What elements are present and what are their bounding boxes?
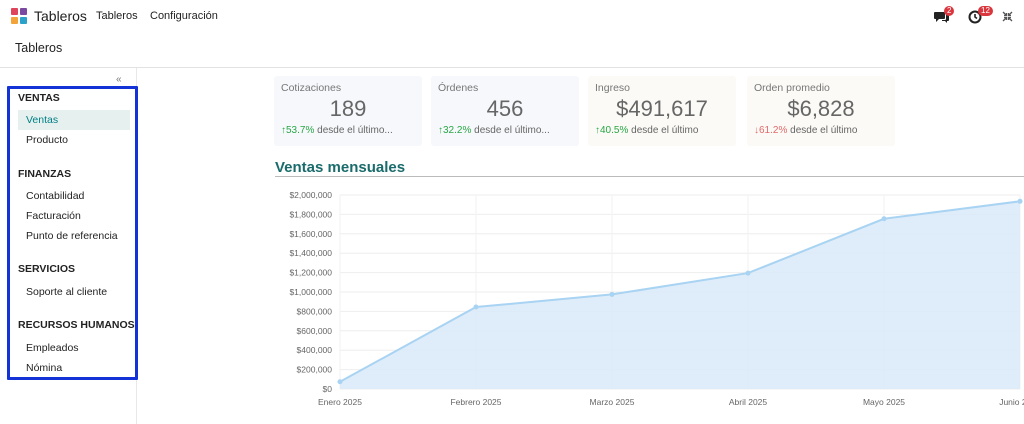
arrow-up-icon: ↑ — [281, 125, 286, 136]
y-tick-label: $1,000,000 — [289, 287, 332, 297]
y-tick-label: $0 — [323, 384, 333, 394]
sidebar-item-empleados[interactable]: Empleados — [26, 342, 79, 354]
menu-configuracion[interactable]: Configuración — [150, 10, 218, 22]
kpi-label: Cotizaciones — [281, 82, 342, 94]
data-point — [1017, 198, 1023, 204]
activities-badge: 12 — [978, 6, 993, 16]
kpi-card-ordenes[interactable]: Órdenes 456 ↑32.2% desde el último... — [431, 76, 579, 146]
sidebar-item-nomina[interactable]: Nómina — [26, 362, 63, 374]
data-point — [609, 291, 615, 297]
chart-title-divider — [275, 176, 1024, 177]
arrow-up-icon: ↑ — [595, 125, 600, 136]
sidebar: « VENTAS Ventas Producto FINANZAS Contab… — [0, 68, 138, 424]
kpi-trend-percent: 61.2% — [759, 125, 788, 136]
section-title-servicios: SERVICIOS — [18, 263, 75, 275]
compress-icon — [1002, 11, 1013, 22]
y-tick-label: $600,000 — [297, 326, 333, 336]
data-point — [745, 270, 751, 276]
collapse-fullscreen-button[interactable] — [1002, 7, 1014, 25]
data-point — [473, 304, 479, 310]
chart-title: Ventas mensuales — [275, 159, 406, 176]
kpi-label: Órdenes — [438, 82, 479, 94]
section-title-ventas: VENTAS — [18, 92, 60, 104]
kpi-value: 456 — [486, 96, 524, 121]
kpi-label: Orden promedio — [754, 82, 830, 94]
top-navbar: Tableros Tableros Configuración 2 12 — [0, 0, 1024, 32]
sidebar-item-contabilidad[interactable]: Contabilidad — [26, 190, 85, 202]
x-tick-label: Abril 2025 — [729, 397, 768, 407]
sidebar-collapse-icon[interactable]: « — [116, 74, 122, 85]
series-area — [340, 201, 1020, 389]
kpi-card-orden-promedio[interactable]: Orden promedio $6,828 ↓61.2% desde el úl… — [747, 76, 895, 146]
activities-button[interactable]: 12 — [968, 6, 993, 25]
kpi-trend-percent: 32.2% — [443, 125, 472, 136]
x-tick-label: Enero 2025 — [318, 397, 362, 407]
section-title-recursos-humanos: RECURSOS HUMANOS — [18, 319, 135, 331]
kpi-card-cotizaciones[interactable]: Cotizaciones 189 ↑53.7% desde el último.… — [274, 76, 422, 146]
kpi-value: $491,617 — [616, 96, 708, 121]
y-tick-label: $2,000,000 — [289, 190, 332, 200]
control-panel: Tableros — [0, 32, 1024, 68]
sidebar-item-ventas[interactable]: Ventas — [18, 110, 130, 130]
data-point — [881, 216, 887, 222]
y-tick-label: $1,400,000 — [289, 248, 332, 258]
kpi-trend: ↑53.7% desde el último... — [281, 125, 415, 136]
y-tick-label: $800,000 — [297, 306, 333, 316]
kpi-trend-percent: 40.5% — [600, 125, 629, 136]
sidebar-highlight-frame — [7, 86, 138, 380]
kpi-trend-percent: 53.7% — [286, 125, 315, 136]
data-point — [337, 379, 343, 385]
arrow-up-icon: ↑ — [438, 125, 443, 136]
x-tick-label: Marzo 2025 — [590, 397, 635, 407]
x-tick-label: Mayo 2025 — [863, 397, 905, 407]
section-title-finanzas: FINANZAS — [18, 168, 72, 180]
app-brand-title[interactable]: Tableros — [34, 8, 87, 24]
x-tick-label: Junio 2025 — [999, 397, 1024, 407]
kpi-trend-text: desde el último — [790, 125, 858, 136]
sidebar-item-soporte-al-cliente[interactable]: Soporte al cliente — [26, 286, 108, 298]
y-tick-label: $400,000 — [297, 345, 333, 355]
kpi-trend-text: desde el último... — [474, 125, 550, 136]
chat-bubbles-icon — [934, 12, 949, 23]
kpi-value: $6,828 — [787, 96, 855, 121]
dashboard-app-icon[interactable] — [11, 8, 27, 24]
clock-icon — [968, 10, 982, 24]
arrow-down-icon: ↓ — [754, 125, 759, 136]
kpi-trend: ↓61.2% desde el último — [754, 125, 888, 136]
y-tick-label: $1,200,000 — [289, 268, 332, 278]
monthly-sales-chart: $0 $200,000 $400,000 $600,000 $800,000 $1,000… — [289, 190, 1024, 407]
kpi-trend-text: desde el último... — [317, 125, 393, 136]
kpi-value: 189 — [329, 96, 367, 121]
sidebar-item-punto-de-referencia[interactable]: Punto de referencia — [26, 230, 118, 242]
breadcrumb-title: Tableros — [15, 41, 63, 55]
y-tick-label: $1,600,000 — [289, 229, 332, 239]
kpi-trend: ↑32.2% desde el último... — [438, 125, 572, 136]
sidebar-item-producto[interactable]: Producto — [26, 134, 69, 146]
menu-tableros[interactable]: Tableros — [96, 10, 138, 22]
kpi-label: Ingreso — [595, 82, 631, 94]
kpi-trend: ↑40.5% desde el último — [595, 125, 729, 136]
series-line — [339, 200, 1021, 383]
messages-button[interactable]: 2 — [934, 6, 955, 25]
kpi-card-ingreso[interactable]: Ingreso $491,617 ↑40.5% desde el último — [588, 76, 736, 146]
x-tick-label: Febrero 2025 — [450, 397, 501, 407]
y-tick-label: $200,000 — [297, 365, 333, 375]
messages-badge: 2 — [944, 6, 955, 16]
sidebar-item-facturacion[interactable]: Facturación — [26, 210, 81, 222]
y-tick-label: $1,800,000 — [289, 209, 332, 219]
kpi-trend-text: desde el último — [631, 125, 699, 136]
